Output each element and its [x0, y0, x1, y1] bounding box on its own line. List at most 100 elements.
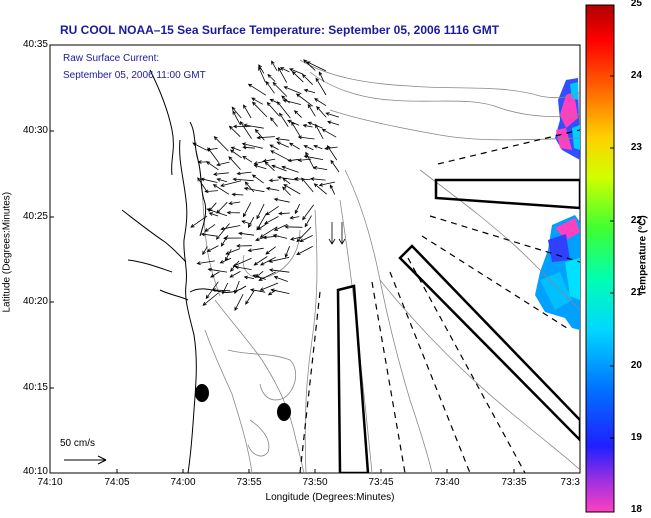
colorbar-tick-label: 22	[630, 215, 642, 226]
current-vector	[229, 271, 241, 278]
y-tick-label: 40:20	[22, 296, 48, 307]
map-title: RU COOL NOAA–15 Sea Surface Temperature:…	[60, 23, 500, 37]
current-vector	[282, 186, 291, 196]
current-vector	[290, 236, 303, 241]
current-vector	[275, 137, 290, 141]
current-vector	[228, 156, 241, 170]
current-vector	[302, 204, 315, 221]
current-vector	[303, 88, 316, 94]
current-vector	[249, 288, 266, 293]
station-marker	[195, 384, 209, 402]
current-vector	[265, 80, 275, 94]
x-tick-label: 73:55	[236, 477, 262, 488]
colorbar	[585, 4, 615, 513]
current-vector	[228, 201, 241, 206]
current-vector	[259, 282, 279, 291]
current-vector	[232, 177, 254, 182]
colorbar-tick-label: 24	[630, 70, 642, 81]
current-vector	[273, 275, 288, 282]
current-vector	[326, 145, 338, 161]
current-vector	[295, 93, 314, 107]
current-vector	[242, 155, 253, 163]
x-tick-label: 73:35	[501, 477, 527, 488]
current-vector	[251, 97, 263, 105]
current-vector	[271, 164, 287, 172]
current-vector	[257, 223, 267, 231]
current-vector	[245, 290, 255, 305]
current-vector	[222, 282, 229, 295]
current-vector	[241, 142, 263, 149]
current-vector	[284, 246, 290, 258]
x-tick-label: 73:45	[368, 477, 394, 488]
current-vector	[236, 171, 252, 176]
current-vector	[254, 128, 265, 141]
current-vector	[303, 154, 324, 160]
current-vector	[247, 216, 255, 229]
current-vector	[281, 165, 299, 173]
current-vector	[287, 158, 299, 163]
colorbar-tick-label: 21	[630, 287, 642, 298]
current-vector	[313, 144, 323, 150]
current-vector	[294, 203, 301, 215]
current-vector	[279, 67, 290, 73]
x-tick-label: 74:10	[37, 477, 63, 488]
colorbar-tick-label: 18	[630, 504, 642, 515]
current-vector	[256, 203, 265, 220]
current-vector	[321, 128, 337, 138]
current-vector	[291, 71, 304, 83]
current-vector	[262, 235, 279, 240]
current-vector	[259, 256, 276, 266]
current-vector	[234, 265, 252, 270]
current-vector	[243, 186, 265, 193]
current-vector	[265, 186, 280, 191]
current-vector	[268, 268, 290, 273]
current-vector	[206, 208, 228, 217]
current-vector	[216, 178, 228, 183]
colorbar-tick-label: 19	[630, 432, 642, 443]
current-vector	[276, 141, 289, 148]
current-vector	[241, 220, 252, 225]
current-vector	[220, 225, 241, 231]
current-vector	[220, 180, 242, 187]
colorbar-tick-label: 23	[630, 142, 642, 153]
current-vector	[212, 184, 230, 195]
current-vector	[313, 183, 327, 195]
current-vector	[207, 267, 228, 273]
current-vector	[269, 98, 279, 104]
current-vector	[207, 147, 220, 163]
current-vector	[315, 123, 324, 140]
current-vector	[297, 135, 315, 140]
sst-patch-upper	[555, 78, 580, 160]
x-tick-label: 73:50	[302, 477, 328, 488]
current-vector	[324, 146, 338, 151]
current-vector	[238, 231, 255, 236]
current-note-line1: Raw Surface Current:	[63, 53, 160, 64]
current-vector	[210, 271, 220, 278]
current-vector	[283, 184, 301, 195]
current-vector	[202, 246, 208, 256]
current-vector	[318, 71, 325, 82]
current-vector	[289, 142, 300, 150]
current-vector	[243, 275, 255, 280]
current-vector	[270, 116, 278, 127]
current-vector	[208, 212, 219, 217]
y-tick-label: 40:10	[22, 466, 48, 477]
current-vector	[302, 123, 313, 128]
current-vector	[192, 142, 207, 151]
current-vector	[272, 234, 288, 239]
current-vector	[232, 257, 252, 267]
current-vector	[234, 294, 244, 312]
current-vector	[204, 224, 216, 232]
colorbar-label: Temperature (°C)	[637, 215, 649, 296]
plot-frame	[49, 44, 581, 474]
current-vector	[259, 226, 278, 238]
current-vector	[229, 149, 242, 159]
shipping-lane-lines	[299, 129, 580, 473]
current-vector	[264, 161, 275, 172]
y-tick-label: 40:35	[22, 39, 48, 50]
current-vector	[205, 161, 219, 171]
current-vector	[243, 123, 264, 129]
current-vector	[299, 235, 313, 242]
current-vector	[211, 288, 231, 292]
current-vector	[239, 120, 252, 139]
